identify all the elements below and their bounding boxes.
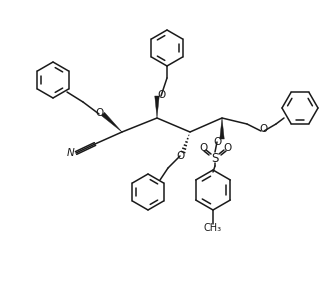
- Text: S: S: [211, 152, 219, 165]
- Text: O: O: [95, 108, 103, 118]
- Text: O: O: [199, 143, 207, 153]
- Text: O: O: [157, 90, 165, 100]
- Polygon shape: [220, 118, 224, 139]
- Text: O: O: [213, 137, 221, 147]
- Text: O: O: [223, 143, 231, 153]
- Text: CH₃: CH₃: [204, 223, 222, 233]
- Text: O: O: [176, 151, 184, 161]
- Text: O: O: [260, 124, 268, 134]
- Text: N: N: [67, 148, 75, 158]
- Polygon shape: [155, 96, 159, 118]
- Polygon shape: [101, 112, 122, 132]
